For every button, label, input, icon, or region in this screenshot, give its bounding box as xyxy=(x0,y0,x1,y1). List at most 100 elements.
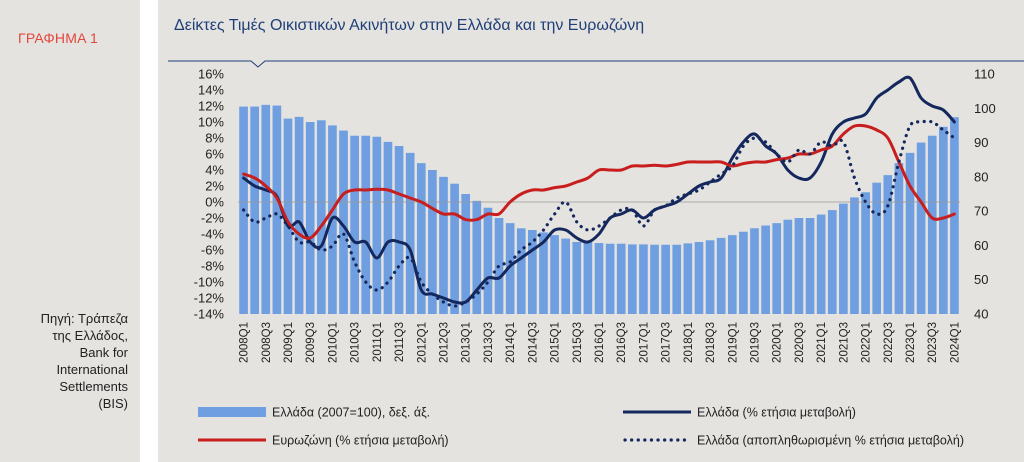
y-right-tick-label: 100 xyxy=(974,101,996,116)
bar-greece-index xyxy=(705,240,715,314)
bar-greece-index xyxy=(283,118,293,314)
y-left-tick-label: 8% xyxy=(205,131,224,146)
x-tick-label: 2013Q3 xyxy=(483,322,495,363)
bar-greece-index xyxy=(894,163,904,314)
x-tick-label: 2024Q1 xyxy=(949,322,961,363)
bar-greece-index xyxy=(783,219,793,314)
bar-greece-index xyxy=(594,243,604,314)
bar-greece-index xyxy=(616,243,626,314)
x-tick-label: 2014Q1 xyxy=(505,322,517,363)
bar-greece-index xyxy=(361,135,371,314)
bar-greece-index xyxy=(305,122,315,314)
series-line-1 xyxy=(242,123,956,240)
x-tick-label: 2008Q1 xyxy=(239,322,251,363)
x-tick-label: 2010Q1 xyxy=(327,322,339,363)
bar-greece-index xyxy=(472,200,482,314)
bar-greece-index xyxy=(861,192,870,314)
y-left-tick-label: 14% xyxy=(198,83,224,98)
title-rule xyxy=(168,60,1024,68)
bar-greece-index xyxy=(816,214,826,314)
y-right-tick-label: 80 xyxy=(974,169,988,184)
bar-greece-index xyxy=(683,243,693,314)
bar-greece-index xyxy=(439,176,448,314)
bar-greece-index xyxy=(583,242,593,314)
bar-greece-index xyxy=(916,142,926,314)
chart-panel: Δείκτες Τιμές Οικιστικών Ακινήτων στην Ε… xyxy=(158,0,1024,462)
series-line-0 xyxy=(242,75,956,305)
bar-greece-index xyxy=(316,120,326,315)
bar-greece-index xyxy=(428,170,437,314)
source-line: της Ελλάδος, xyxy=(52,328,128,343)
y-left-tick-label: -12% xyxy=(194,291,225,306)
y-right-tick-label: 90 xyxy=(974,135,988,150)
y-right-tick-label: 110 xyxy=(974,67,995,82)
x-tick-label: 2018Q1 xyxy=(683,322,695,363)
x-tick-label: 2022Q1 xyxy=(861,322,873,363)
x-tick-label: 2008Q3 xyxy=(261,322,273,363)
bar-greece-index xyxy=(650,244,659,314)
bar-greece-index xyxy=(416,163,426,314)
bar-greece-index xyxy=(339,130,348,314)
y-left-tick-label: -4% xyxy=(201,227,225,242)
bar-greece-index xyxy=(294,116,304,314)
bar-greece-index xyxy=(483,207,493,314)
y-left-tick-label: 4% xyxy=(205,163,224,178)
x-tick-label: 2015Q1 xyxy=(550,322,562,363)
x-tick-label: 2015Q3 xyxy=(572,322,584,363)
x-tick-label: 2020Q1 xyxy=(772,322,784,363)
bar-greece-index xyxy=(883,175,893,314)
y-right-tick-label: 40 xyxy=(974,307,988,322)
y-right-tick-label: 50 xyxy=(974,272,988,287)
bar-greece-index xyxy=(261,104,271,314)
sidebar: ΓΡΑΦΗΜΑ 1 Πηγή: Τράπεζα της Ελλάδος, Ban… xyxy=(0,0,140,462)
bar-greece-index xyxy=(383,141,393,314)
x-tick-label: 2014Q3 xyxy=(527,322,539,363)
x-tick-label: 2020Q3 xyxy=(794,322,806,363)
y-left-tick-label: -14% xyxy=(194,307,225,322)
series-line-2 xyxy=(242,119,956,308)
legend-swatch-bar xyxy=(198,407,266,417)
bar-greece-index xyxy=(794,218,804,314)
x-tick-label: 2019Q3 xyxy=(750,322,762,363)
legend-label: Ελλάδα (% ετήσια μεταβολή) xyxy=(697,406,856,420)
y-left-tick-label: 0% xyxy=(205,195,224,210)
bar-greece-index xyxy=(272,105,282,315)
x-tick-label: 2012Q3 xyxy=(438,322,450,363)
bar-greece-index xyxy=(839,203,848,314)
x-tick-label: 2018Q3 xyxy=(705,322,717,363)
bar-greece-index xyxy=(627,244,637,314)
graph-label: ΓΡΑΦΗΜΑ 1 xyxy=(18,30,98,46)
y-left-tick-label: 2% xyxy=(205,179,224,194)
bar-greece-index xyxy=(394,146,404,314)
x-tick-label: 2011Q3 xyxy=(394,322,406,362)
x-tick-label: 2017Q1 xyxy=(638,322,650,363)
bar-greece-index xyxy=(761,225,770,314)
bar-greece-index xyxy=(450,183,459,314)
x-tick-label: 2013Q1 xyxy=(461,322,473,363)
bar-greece-index xyxy=(661,244,670,314)
bar-greece-index xyxy=(561,238,571,314)
bar-greece-index xyxy=(805,218,815,314)
x-tick-label: 2021Q1 xyxy=(816,322,828,363)
y-left-tick-label: 16% xyxy=(198,67,224,82)
bar-greece-index xyxy=(550,235,559,314)
x-tick-label: 2022Q3 xyxy=(883,322,895,363)
x-tick-label: 2023Q1 xyxy=(905,322,917,363)
y-left-tick-label: 10% xyxy=(198,115,224,130)
y-left-tick-label: 6% xyxy=(205,147,224,162)
bar-greece-index xyxy=(872,182,882,314)
x-tick-label: 2009Q3 xyxy=(305,322,317,363)
bar-greece-index xyxy=(572,242,582,314)
bar-greece-index xyxy=(516,228,526,314)
bar-greece-index xyxy=(905,152,915,314)
bar-greece-index xyxy=(694,242,704,314)
bar-greece-index xyxy=(672,244,682,314)
y-left-tick-label: -6% xyxy=(201,243,225,258)
y-left-tick-label: -8% xyxy=(201,259,225,274)
x-tick-label: 2009Q1 xyxy=(283,322,295,363)
x-tick-label: 2021Q3 xyxy=(838,322,850,363)
y-left-tick-label: -2% xyxy=(201,211,225,226)
bar-greece-index xyxy=(505,223,515,314)
bar-greece-index xyxy=(639,244,648,314)
